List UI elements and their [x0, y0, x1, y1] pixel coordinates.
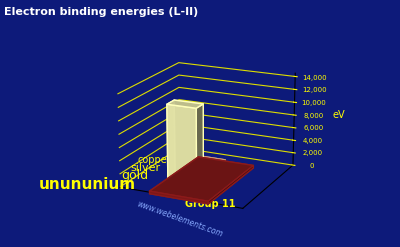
Text: www.webelements.com: www.webelements.com — [136, 200, 224, 239]
Text: Electron binding energies (L-II): Electron binding energies (L-II) — [4, 7, 198, 17]
